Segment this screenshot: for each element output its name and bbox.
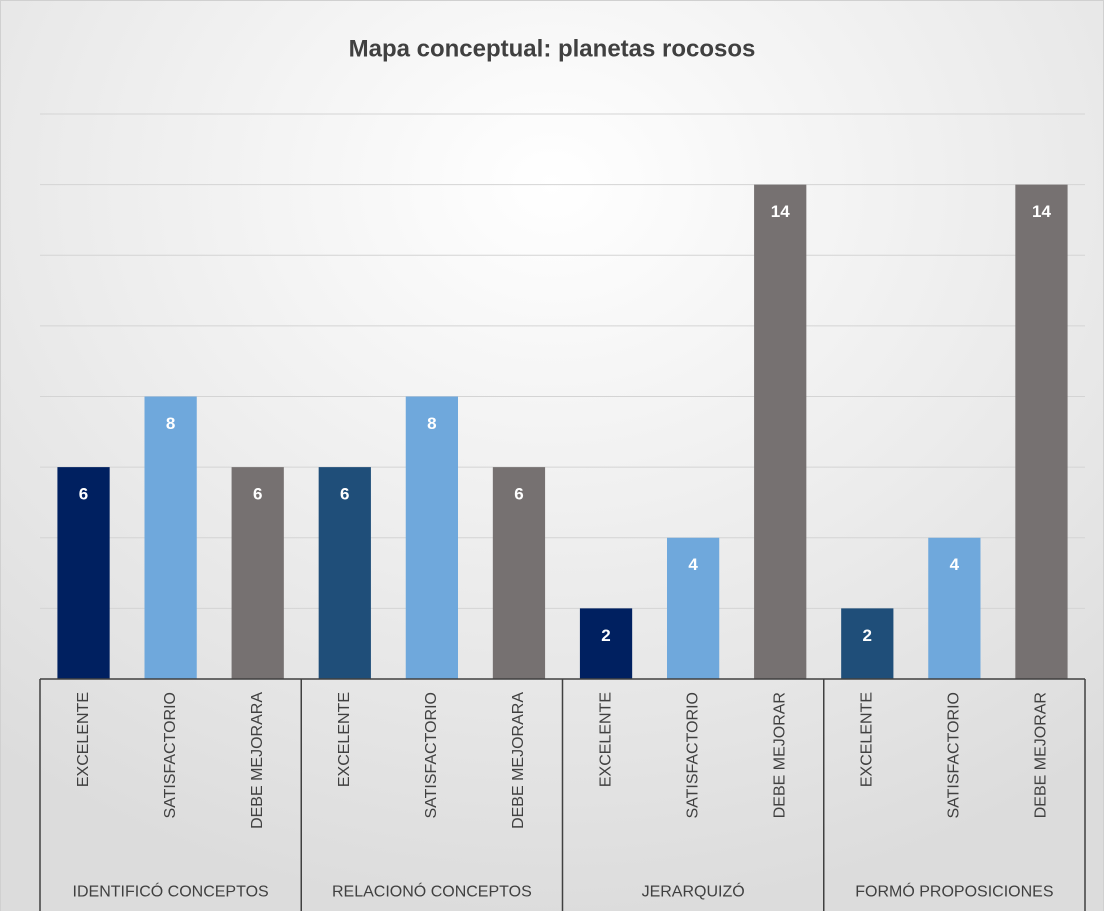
group-label: JERARQUIZÓ — [642, 882, 745, 901]
x-tick-label: DEBE MEJORAR — [1033, 692, 1050, 818]
data-label: 6 — [514, 485, 523, 504]
data-label: 6 — [340, 485, 349, 504]
bar — [1015, 184, 1068, 679]
group-label: FORMÓ PROPOSICIONES — [855, 882, 1053, 901]
x-tick-label: SATISFACTORIO — [423, 692, 440, 819]
x-tick-label: DEBE MEJORARA — [249, 692, 266, 829]
chart-title: Mapa conceptual: planetas rocosos — [349, 35, 756, 62]
data-label: 14 — [1032, 202, 1051, 221]
x-tick-label: EXCELENTE — [336, 692, 353, 787]
data-label: 2 — [601, 626, 610, 645]
x-tick-label: EXCELENTE — [75, 692, 92, 787]
data-label: 8 — [166, 414, 175, 433]
bar — [144, 396, 197, 679]
x-tick-label: SATISFACTORIO — [684, 692, 701, 819]
data-label: 8 — [427, 414, 436, 433]
data-label: 14 — [771, 202, 790, 221]
bar — [579, 608, 633, 679]
x-tick-label: SATISFACTORIO — [946, 692, 963, 819]
data-label: 6 — [253, 485, 262, 504]
bar — [231, 467, 284, 679]
data-label: 2 — [863, 626, 872, 645]
data-label: 6 — [79, 485, 88, 504]
group-label: RELACIONÓ CONCEPTOS — [332, 882, 532, 901]
x-tick-label: EXCELENTE — [859, 692, 876, 787]
x-tick-label: EXCELENTE — [597, 692, 614, 787]
bar — [318, 467, 371, 679]
x-tick-label: DEBE MEJORARA — [510, 692, 527, 829]
bar — [492, 467, 546, 679]
bar — [57, 467, 110, 679]
data-label: 4 — [950, 555, 960, 574]
bar — [928, 537, 981, 679]
bar — [667, 537, 720, 679]
bar — [841, 608, 894, 679]
x-tick-label: SATISFACTORIO — [162, 692, 179, 819]
bar — [405, 396, 458, 679]
bar — [754, 184, 807, 679]
data-label: 4 — [688, 555, 698, 574]
group-label: IDENTIFICÓ CONCEPTOS — [73, 882, 269, 901]
x-tick-label: DEBE MEJORAR — [771, 692, 788, 818]
